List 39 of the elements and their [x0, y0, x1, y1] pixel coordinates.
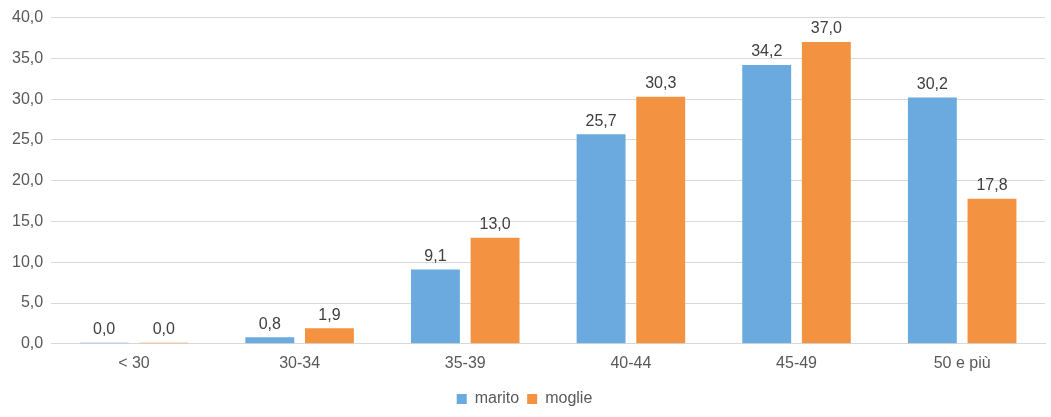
- data-label: 25,7: [585, 111, 617, 129]
- bar: [742, 64, 792, 344]
- legend-label: moglie: [545, 389, 593, 407]
- bar: [410, 269, 460, 344]
- y-tick-label: 0,0: [20, 334, 44, 352]
- x-tick-label: 35-39: [444, 353, 486, 371]
- y-tick-label: 10,0: [12, 252, 44, 270]
- bar: [967, 198, 1017, 344]
- y-tick-label: 40,0: [12, 8, 44, 26]
- x-tick-label: 40-44: [610, 353, 652, 371]
- bar: [907, 97, 957, 344]
- bar: [576, 134, 626, 344]
- data-label: 9,1: [424, 247, 447, 264]
- y-tick-label: 20,0: [12, 171, 44, 189]
- bar: [304, 328, 354, 344]
- y-tick-label: 35,0: [12, 48, 44, 66]
- legend-label: marito: [474, 389, 520, 407]
- data-label: 30,3: [645, 74, 677, 92]
- bar: [245, 337, 295, 344]
- data-label: 34,2: [751, 42, 783, 60]
- y-tick-label: 15,0: [12, 211, 44, 229]
- data-label: 0,0: [93, 320, 116, 338]
- y-tick-label: 30,0: [12, 89, 44, 107]
- bar: [801, 42, 851, 344]
- data-label: 0,8: [258, 314, 282, 332]
- data-label: 1,9: [318, 305, 341, 323]
- y-tick-label: 25,0: [12, 130, 44, 148]
- x-tick-label: 50 e più: [933, 353, 991, 371]
- x-tick-label: < 30: [118, 353, 150, 371]
- data-label: 13,0: [479, 215, 511, 233]
- x-tick-label: 45-49: [776, 353, 818, 371]
- bar: [636, 96, 686, 344]
- x-tick-label: 30-34: [279, 353, 321, 371]
- data-label: 0,0: [152, 320, 175, 338]
- data-label: 37,0: [810, 19, 843, 37]
- bar: [470, 237, 520, 344]
- y-tick-label: 5,0: [20, 293, 44, 311]
- data-label: 17,8: [976, 176, 1008, 194]
- data-label: 30,2: [916, 74, 949, 92]
